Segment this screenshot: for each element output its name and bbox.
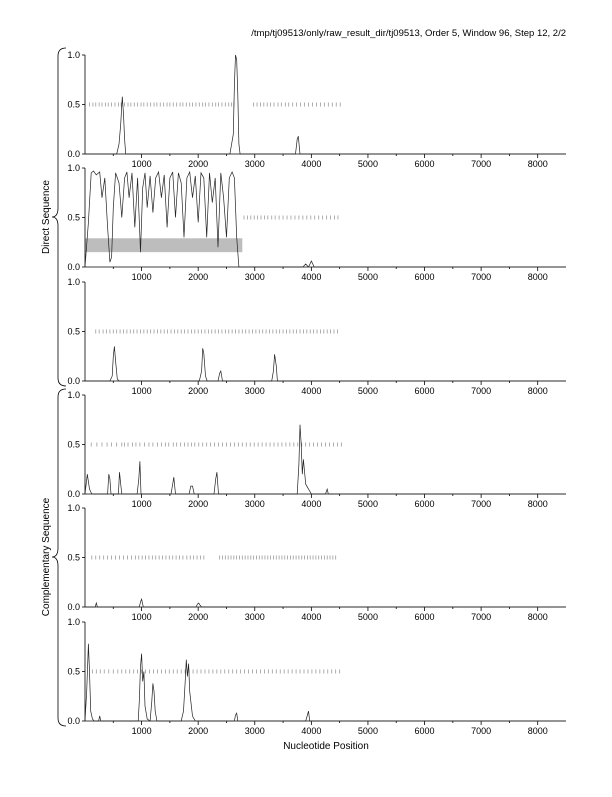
x-tick-label: 7000 <box>471 159 491 169</box>
x-tick-label: 1000 <box>132 499 152 509</box>
x-tick-label: 6000 <box>415 726 435 736</box>
y-tick-label: 1.0 <box>67 163 80 173</box>
x-tick-label: 5000 <box>358 612 378 622</box>
x-tick-label: 6000 <box>415 499 435 509</box>
x-tick-label: 2000 <box>188 726 208 736</box>
y-tick-label: 0.5 <box>67 667 80 677</box>
stop-codon-marks <box>91 555 337 560</box>
x-tick-label: 2000 <box>188 272 208 282</box>
panel-direct-frame-3: 0.0 0.5 1.0 1000 2000 3000 4000 5000 6000 7000 800… <box>67 277 566 396</box>
x-tick-label: 8000 <box>528 386 548 396</box>
x-tick-label: 1000 <box>132 272 152 282</box>
coding-probability-line <box>85 346 566 382</box>
panel-direct-frame-2: 0.0 0.5 1.0 1000 2000 3000 4000 5000 6000 7000 800… <box>67 163 566 282</box>
x-tick-label: 4000 <box>301 272 321 282</box>
group-label-complementary: Complementary Sequence <box>41 497 52 616</box>
direct-group-brace <box>51 47 67 387</box>
complementary-group-brace <box>51 388 67 727</box>
x-tick-label: 3000 <box>245 386 265 396</box>
x-tick-label: 7000 <box>471 726 491 736</box>
coding-probability-line <box>85 54 566 155</box>
header-title: /tmp/tj09513/only/raw_result_dir/tj09513… <box>251 28 566 39</box>
y-tick-label: 1.0 <box>67 503 80 513</box>
y-tick-label: 0.0 <box>67 376 80 386</box>
x-tick-label: 4000 <box>301 726 321 736</box>
y-tick-label: 0.5 <box>67 553 80 563</box>
x-tick-label: 3000 <box>245 272 265 282</box>
x-tick-label: 5000 <box>358 159 378 169</box>
x-tick-label: 4000 <box>301 159 321 169</box>
stop-codon-marks <box>90 442 342 447</box>
x-tick-label: 2000 <box>188 159 208 169</box>
x-tick-label: 7000 <box>471 612 491 622</box>
panel-complementary-frame-2: 0.0 0.5 1.0 1000 2000 3000 4000 5000 6000 7000 800… <box>67 503 566 622</box>
x-tick-label: 2000 <box>188 612 208 622</box>
y-tick-label: 0.5 <box>67 440 80 450</box>
panel-complementary-frame-3: 0.0 0.5 1.0 1000 2000 3000 4000 5000 6000 7000 800… <box>67 617 566 736</box>
x-tick-label: 5000 <box>358 386 378 396</box>
x-tick-label: 8000 <box>528 272 548 282</box>
x-tick-label: 6000 <box>415 386 435 396</box>
y-tick-label: 0.5 <box>67 327 80 337</box>
group-label-direct: Direct Sequence <box>41 180 52 254</box>
x-tick-label: 1000 <box>132 386 152 396</box>
y-tick-label: 0.0 <box>67 602 80 612</box>
x-tick-label: 7000 <box>471 272 491 282</box>
x-tick-label: 4000 <box>301 499 321 509</box>
y-tick-label: 0.0 <box>67 489 80 499</box>
highlight-region <box>85 238 243 253</box>
x-tick-label: 5000 <box>358 499 378 509</box>
stop-codon-marks <box>243 215 339 220</box>
coding-probability-line <box>85 597 566 608</box>
x-tick-label: 1000 <box>132 726 152 736</box>
x-tick-label: 2000 <box>188 386 208 396</box>
x-tick-label: 1000 <box>132 612 152 622</box>
x-tick-label: 7000 <box>471 386 491 396</box>
x-tick-label: 4000 <box>301 612 321 622</box>
y-tick-label: 0.5 <box>67 100 80 110</box>
x-tick-label: 5000 <box>358 726 378 736</box>
x-tick-label: 4000 <box>301 386 321 396</box>
panel-complementary-frame-1: 0.0 0.5 1.0 1000 2000 3000 4000 5000 6000 7000 800… <box>67 390 566 509</box>
y-tick-label: 1.0 <box>67 617 80 627</box>
stop-codon-marks <box>91 669 341 674</box>
x-tick-label: 1000 <box>132 159 152 169</box>
x-tick-label: 6000 <box>415 159 435 169</box>
y-tick-label: 0.0 <box>67 262 80 272</box>
coding-probability-line <box>84 170 566 268</box>
y-tick-label: 1.0 <box>67 390 80 400</box>
y-tick-label: 0.5 <box>67 213 80 223</box>
y-tick-label: 1.0 <box>67 50 80 60</box>
panel-direct-frame-1: 0.0 0.5 1.0 1000 2000 3000 4000 5000 6000 7000 800… <box>67 50 566 169</box>
panels: 0.0 0.5 1.0 1000 2000 3000 4000 5000 6000 7000 800… <box>67 50 566 736</box>
x-tick-label: 2000 <box>188 499 208 509</box>
x-tick-label: 6000 <box>415 272 435 282</box>
y-tick-label: 0.0 <box>67 716 80 726</box>
coding-probability-line <box>84 643 566 722</box>
x-tick-label: 3000 <box>245 499 265 509</box>
x-tick-label: 8000 <box>528 726 548 736</box>
x-tick-label: 5000 <box>358 272 378 282</box>
x-tick-label: 3000 <box>245 612 265 622</box>
stop-codon-marks <box>89 102 341 107</box>
x-tick-label: 7000 <box>471 499 491 509</box>
coding-probability-line <box>84 424 566 495</box>
stop-codon-marks <box>95 329 338 334</box>
y-tick-label: 0.0 <box>67 149 80 159</box>
x-tick-label: 8000 <box>528 159 548 169</box>
y-tick-label: 1.0 <box>67 277 80 287</box>
x-tick-label: 3000 <box>245 159 265 169</box>
x-tick-label: 8000 <box>528 612 548 622</box>
x-tick-label: 3000 <box>245 726 265 736</box>
x-axis-label: Nucleotide Position <box>283 741 369 752</box>
x-tick-label: 6000 <box>415 612 435 622</box>
x-tick-label: 8000 <box>528 499 548 509</box>
